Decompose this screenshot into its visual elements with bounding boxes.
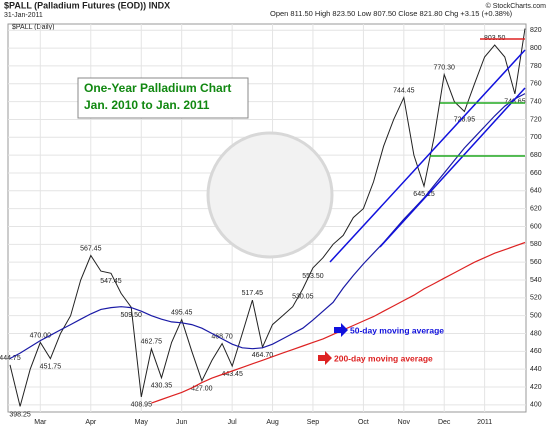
watermark [206,131,334,259]
data-label: 744.45 [393,87,415,94]
y-tick-label: 420 [530,384,542,391]
data-label: 770.30 [434,64,456,71]
x-tick-label: Jun [176,419,187,426]
y-tick-label: 660 [530,170,542,177]
y-tick-label: 820 [530,27,542,34]
series-line [9,28,526,407]
y-tick-label: 500 [530,313,542,320]
y-tick-label: 700 [530,134,542,141]
data-label: 464.70 [252,352,274,359]
y-tick-label: 480 [530,330,542,337]
y-tick-label: 580 [530,241,542,248]
data-label: 408.95 [131,402,153,409]
data-label: 451.75 [40,364,62,371]
data-label: 495.45 [171,310,193,317]
data-label: 398.25 [9,411,31,418]
data-label: 430.35 [151,383,173,390]
title-box [77,77,249,119]
data-label: 748.65 [504,99,526,106]
date: 31-Jan-2011 [4,12,43,19]
x-tick-label: 2011 [477,419,492,426]
data-label: 728.95 [454,116,476,123]
y-tick-label: 740 [530,98,542,105]
x-tick-label: May [135,419,149,426]
data-label: 427.00 [191,386,213,393]
y-tick-label: 400 [530,402,542,409]
data-label: 530.05 [292,294,314,301]
data-label: 567.45 [80,245,102,252]
x-tick-label: Aug [266,419,279,426]
y-tick-label: 780 [530,63,542,70]
y-tick-label: 620 [530,205,542,212]
arrow [334,323,348,337]
series-line [9,93,526,360]
x-tick-label: Dec [438,419,451,426]
data-label: 509.50 [120,312,142,319]
x-tick-label: Apr [85,419,97,426]
y-tick-label: 680 [530,152,542,159]
y-tick-label: 720 [530,116,542,123]
data-label: 462.75 [141,339,163,346]
y-tick-label: 540 [530,277,542,284]
y-tick-label: 640 [530,188,542,195]
ma200-label: 200-day moving average [334,353,433,363]
y-tick-label: 440 [530,366,542,373]
x-tick-label: Oct [358,419,369,426]
y-tick-label: 520 [530,295,542,302]
chart-subtitle: Jan. 2010 to Jan. 2011 [84,98,210,112]
data-label: 517.45 [242,290,264,297]
y-tick-label: 800 [530,45,542,52]
data-label: 443.45 [221,371,243,378]
data-label: 547.45 [100,278,122,285]
arrow [318,351,332,365]
chart-title: One-Year Palladium Chart [84,81,231,95]
channel-upper [329,49,526,263]
y-tick-label: 760 [530,81,542,88]
legend-price: $PALL (Daily) [12,24,54,31]
y-tick-label: 600 [530,223,542,230]
credit: © StockCharts.com [486,2,547,10]
data-label: 468.70 [211,333,233,340]
x-tick-label: Mar [34,419,47,426]
channel-lower [379,87,526,248]
quote: Open 811.50 High 823.50 Low 807.50 Close… [270,9,513,18]
x-tick-label: Sep [307,419,320,426]
marks: 444.75398.25470.00451.75567.45547.45509.… [0,28,526,418]
data-label: 553.50 [302,273,324,280]
y-tick-label: 460 [530,348,542,355]
data-label: 470.00 [30,332,52,339]
data-label: 645.15 [413,191,435,198]
x-tick-label: Jul [228,419,237,426]
y-tick-label: 560 [530,259,542,266]
ma50-label: 50-day moving average [350,325,444,335]
symbol: $PALL (Palladium Futures (EOD)) INDX [4,0,170,10]
x-tick-label: Nov [398,419,411,426]
